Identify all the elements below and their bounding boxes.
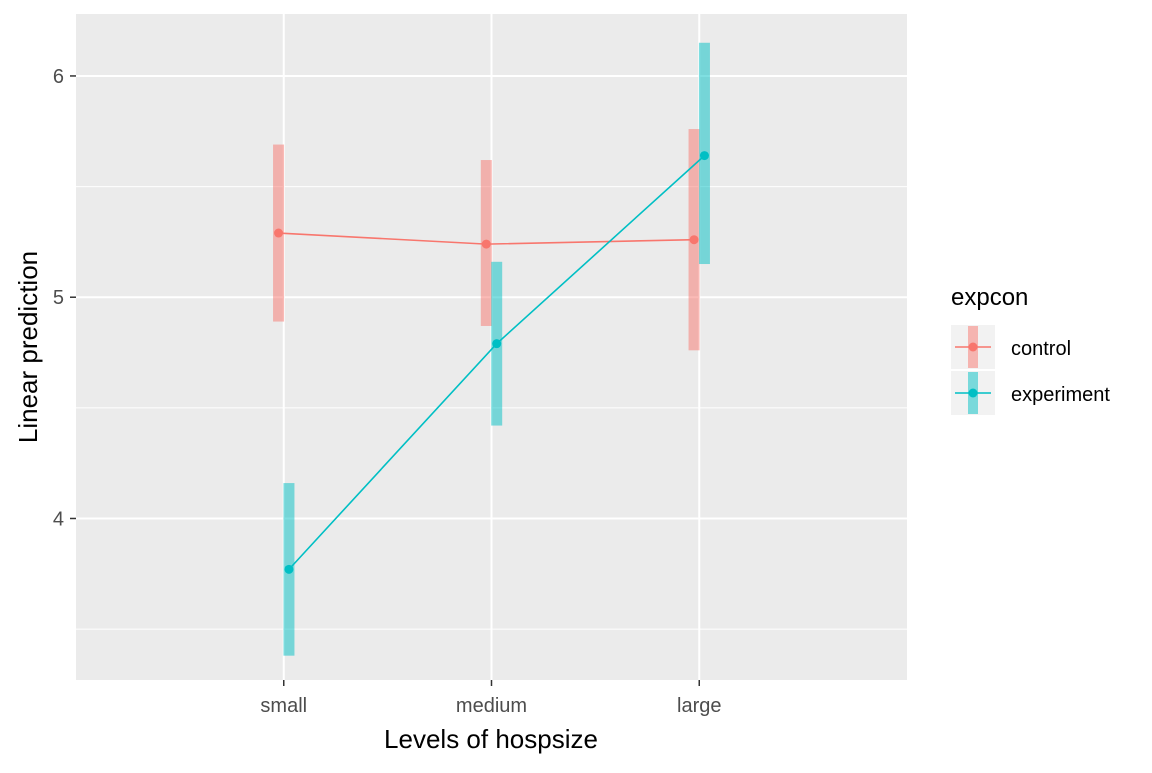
point-control-medium: [481, 239, 491, 249]
legend-title: expcon: [951, 284, 1028, 311]
y-tick-label: 6: [53, 66, 64, 88]
y-tick-label: 4: [53, 508, 64, 530]
y-tick-label: 5: [53, 287, 64, 309]
point-experiment-large: [699, 151, 709, 161]
series-points: [274, 151, 709, 574]
y-axis-label: Linear prediction: [13, 251, 43, 443]
legend-key-point: [968, 342, 978, 352]
point-control-large: [689, 235, 699, 245]
legend-key-point: [968, 388, 978, 398]
x-tick-label: medium: [456, 695, 527, 717]
x-tick-label: small: [260, 695, 307, 717]
x-axis-label: Levels of hospsize: [384, 724, 598, 754]
legend-label-experiment: experiment: [1011, 384, 1110, 406]
x-tick-label: large: [677, 695, 721, 717]
point-control-small: [274, 228, 284, 238]
legend: expcon control experiment: [951, 284, 1110, 415]
point-experiment-small: [284, 564, 294, 574]
legend-label-control: control: [1011, 338, 1071, 360]
y-axis: 4 5 6: [53, 66, 76, 530]
point-experiment-medium: [492, 339, 502, 349]
x-axis: small medium large: [260, 680, 721, 717]
